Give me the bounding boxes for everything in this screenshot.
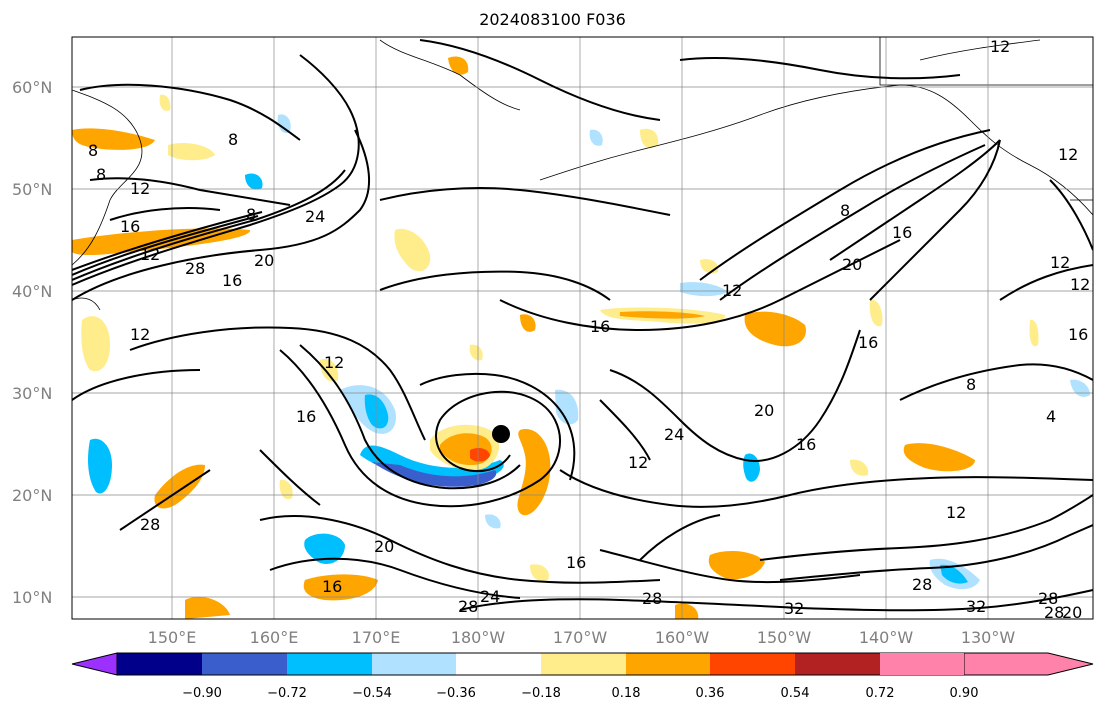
contour-label: 24 <box>305 207 325 226</box>
contour-label: 12 <box>990 37 1010 56</box>
plot-area <box>72 37 1093 619</box>
contour-label: 24 <box>664 425 684 444</box>
contour-label: 12 <box>1058 145 1078 164</box>
contour-label: 16 <box>1068 325 1088 344</box>
lon-label: 160°E <box>250 628 299 647</box>
contour-label: 20 <box>374 537 394 556</box>
contour-label: 20 <box>842 255 862 274</box>
contour-label: 16 <box>858 333 878 352</box>
contour-label: 8 <box>228 130 238 149</box>
lat-label: 30°N <box>12 384 52 403</box>
contour-label: 12 <box>1070 275 1090 294</box>
contour-label: 16 <box>222 271 242 290</box>
colorbar: −0.90 −0.72 −0.54 −0.36 −0.18 0.18 0.36 … <box>71 652 1094 701</box>
colorbar-tick-label: 0.18 <box>612 686 641 701</box>
contour-label: 12 <box>628 453 648 472</box>
coastlines <box>72 37 1093 311</box>
contour-label: 16 <box>566 553 586 572</box>
colorbar-segment <box>202 653 287 675</box>
lon-label: 150°E <box>148 628 197 647</box>
colorbar-segment <box>287 653 372 675</box>
contour-label: 20 <box>254 251 274 270</box>
lon-label: 180°W <box>451 628 506 647</box>
colorbar-extend-max <box>963 652 1094 676</box>
contour-label: 28 <box>458 597 478 616</box>
contour-label: 28 <box>1044 603 1064 622</box>
longitude-labels: 150°E 160°E 170°E 180°W 170°W 160°W 150°… <box>148 628 1016 647</box>
contour-label: 16 <box>120 217 140 236</box>
contour-label: 28 <box>140 515 160 534</box>
contour-label: 28 <box>912 575 932 594</box>
colorbar-tick-label: −0.54 <box>352 686 392 701</box>
colorbar-segment <box>710 653 795 675</box>
lon-label: 170°W <box>553 628 608 647</box>
contour-label: 32 <box>784 599 804 618</box>
lat-label: 40°N <box>12 282 52 301</box>
contour-label: 28 <box>185 259 205 278</box>
colorbar-tick-label: −0.36 <box>436 686 476 701</box>
contour-labels: 12 8 8 12 16 8 8 24 12 28 16 20 12 16 12… <box>88 37 1090 622</box>
contour-label: 8 <box>840 201 850 220</box>
lat-label: 50°N <box>12 180 52 199</box>
lon-label: 170°E <box>352 628 401 647</box>
contour-label: 12 <box>140 245 160 264</box>
contour-label: 12 <box>1050 253 1070 272</box>
storm-center-marker <box>492 425 510 443</box>
colorbar-segment <box>117 653 202 675</box>
contour-label: 28 <box>642 589 662 608</box>
lon-label: 160°W <box>655 628 710 647</box>
lat-label: 60°N <box>12 78 52 97</box>
colorbar-segment <box>456 653 541 675</box>
colorbar-tick-label: −0.18 <box>521 686 561 701</box>
colorbar-segment <box>626 653 710 675</box>
contour-label: 8 <box>88 141 98 160</box>
contours <box>72 39 1093 612</box>
contour-label: 12 <box>130 179 150 198</box>
lat-label: 20°N <box>12 486 52 505</box>
contour-label: 12 <box>130 325 150 344</box>
lon-label: 140°W <box>859 628 914 647</box>
contour-label: 32 <box>966 597 986 616</box>
map-title: 2024083100 F036 <box>479 10 626 29</box>
colorbar-tick-label: −0.72 <box>267 686 307 701</box>
contour-label: 20 <box>754 401 774 420</box>
contour-label: 20 <box>1062 603 1082 622</box>
contour-label: 12 <box>946 503 966 522</box>
contour-label: 8 <box>96 165 106 184</box>
contour-label: 28 <box>1038 589 1058 608</box>
latitude-labels: 60°N 50°N 40°N 30°N 20°N 10°N <box>12 78 52 607</box>
contour-label: 12 <box>722 281 742 300</box>
contour-label: 4 <box>1046 407 1056 426</box>
lon-label: 130°W <box>961 628 1016 647</box>
contour-label: 16 <box>322 577 342 596</box>
colorbar-tick-label: −0.90 <box>182 686 222 701</box>
colorbar-tick-label: 0.54 <box>781 686 810 701</box>
colorbar-segment <box>880 653 964 675</box>
contour-label: 16 <box>296 407 316 426</box>
colorbar-segment <box>541 653 626 675</box>
colorbar-extend-min <box>71 652 118 676</box>
contour-label: 8 <box>966 375 976 394</box>
plot-frame <box>71 36 1094 620</box>
contour-label: 16 <box>892 223 912 242</box>
lon-label: 150°W <box>757 628 812 647</box>
colorbar-segment <box>795 653 880 675</box>
gridlines <box>72 37 1093 619</box>
colorbar-tick-label: 0.72 <box>866 686 895 701</box>
contour-label: 8 <box>246 205 256 224</box>
contour-label: 16 <box>796 435 816 454</box>
contour-label: 16 <box>590 317 610 336</box>
contour-label: 24 <box>480 587 500 606</box>
colorbar-tick-label: 0.90 <box>950 686 979 701</box>
contour-label: 12 <box>324 353 344 372</box>
lat-label: 10°N <box>12 588 52 607</box>
colorbar-segment <box>372 653 456 675</box>
colorbar-tick-label: 0.36 <box>696 686 725 701</box>
